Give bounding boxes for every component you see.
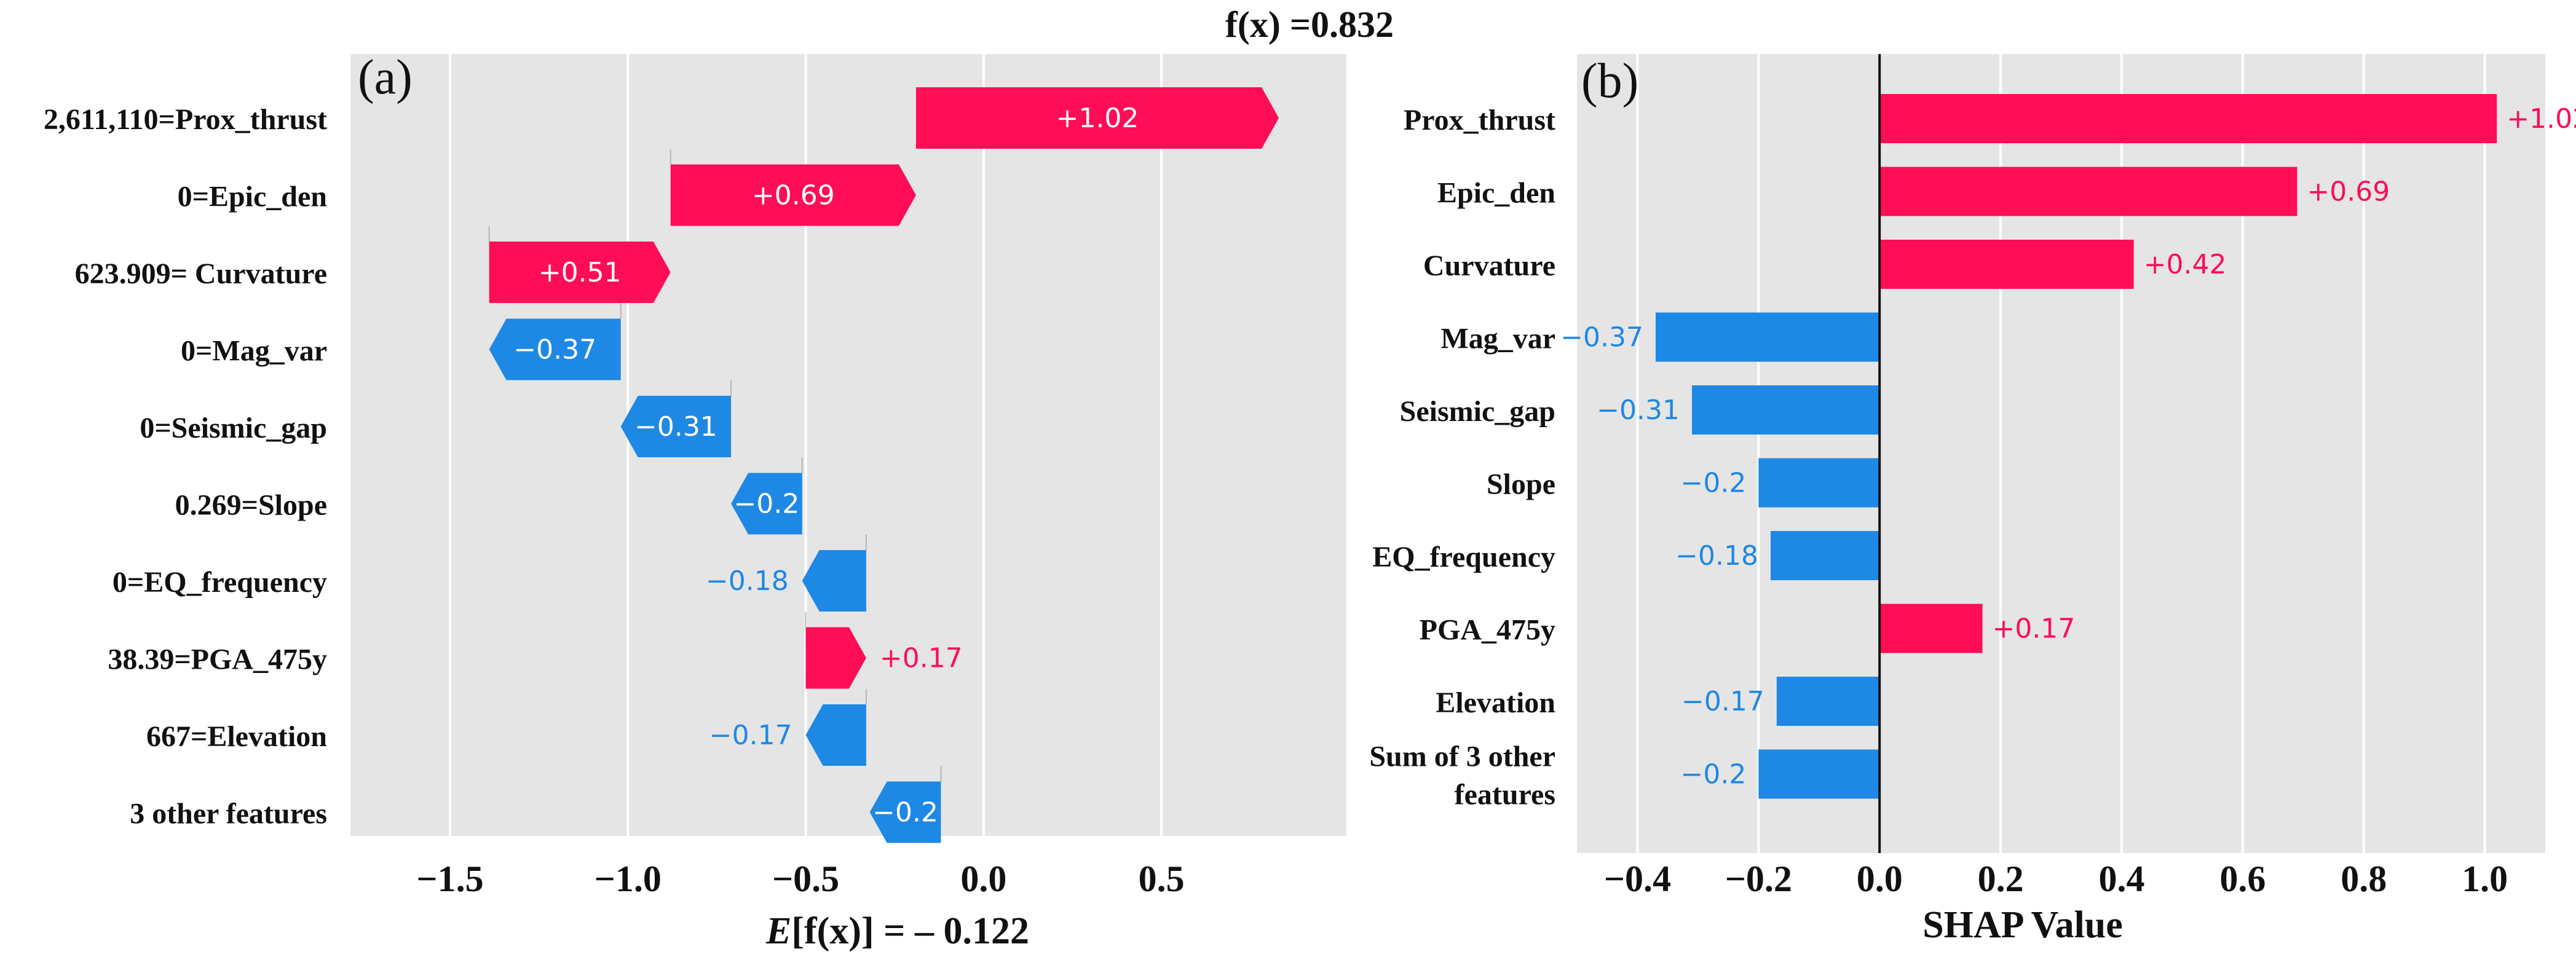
panel-a-bar-negative xyxy=(489,318,621,380)
panel-b-feature-label: Sum of 3 other features xyxy=(1369,741,1555,811)
panel-a-feature-label: 3 other features xyxy=(130,798,327,830)
panel-a-feature-label: 0=Epic_den xyxy=(178,181,327,213)
panel-b-x-tick-label: 0.0 xyxy=(1857,859,1903,899)
panel-a: +1.02 +0.69 +0.51 −0.37 −0.31 −0.2 −0.18 +0.17 −… xyxy=(44,4,1394,952)
panel-b-tag: (b) xyxy=(1581,54,1638,108)
panel-b-x-tick-label: 0.2 xyxy=(1978,859,2024,899)
panel-b-bar-negative xyxy=(1758,458,1880,508)
panel-b-bar-negative xyxy=(1692,385,1880,435)
panel-a-feature-labels: 2,611,110=Prox_thrust 0=Epic_den 623.909= … xyxy=(44,103,327,830)
panel-a-bar-negative xyxy=(731,473,802,535)
panel-a-value-label: +0.69 xyxy=(752,180,835,211)
panel-a-value-label: −0.2 xyxy=(872,797,938,828)
panel-a-value-label: −0.31 xyxy=(634,411,717,443)
panel-a-value-label: −0.2 xyxy=(734,489,800,520)
panel-b-value-label: −0.17 xyxy=(1681,686,1764,717)
panel-b-feature-label: Elevation xyxy=(1436,687,1555,719)
panel-a-bar-positive xyxy=(915,87,1279,149)
panel-a-value-label: −0.17 xyxy=(709,720,792,751)
panel-b-bars: +1.02 +0.69 +0.42 −0.37 −0.31 −0.2 −0.18 +0.17 −… xyxy=(1560,54,2576,853)
panel-a-value-label: +1.02 xyxy=(1056,103,1139,134)
panel-b: +1.02 +0.69 +0.42 −0.37 −0.31 −0.2 −0.18 +0.17 −… xyxy=(1369,54,2576,946)
panel-b-value-label: −0.2 xyxy=(1680,468,1746,499)
panel-b-value-label: +0.42 xyxy=(2144,249,2227,280)
panel-b-x-tick-label: 1.0 xyxy=(2462,859,2508,899)
panel-b-x-tick-label: −0.2 xyxy=(1725,859,1792,899)
panel-a-feature-label: 38.39=PGA_475y xyxy=(108,643,327,676)
panel-b-value-label: +1.02 xyxy=(2507,103,2576,135)
panel-a-x-tick-label: 0.0 xyxy=(960,859,1006,899)
panel-a-bar-positive xyxy=(670,164,916,226)
panel-b-feature-label: EQ_frequency xyxy=(1372,541,1555,573)
panel-b-x-tick-label: 0.8 xyxy=(2341,859,2387,899)
panel-a-feature-label: 2,611,110=Prox_thrust xyxy=(44,103,327,136)
panel-b-value-label: −0.37 xyxy=(1560,322,1643,353)
panel-b-feature-labels: Prox_thrust Epic_den Curvature Mag_var Seism… xyxy=(1369,104,1555,811)
panel-b-value-label: −0.31 xyxy=(1597,395,1680,426)
panel-b-value-label: −0.2 xyxy=(1680,759,1746,790)
panel-b-feature-label: Seismic_gap xyxy=(1400,395,1555,428)
panel-b-feature-label: Slope xyxy=(1487,468,1555,501)
panel-a-value-label: −0.18 xyxy=(706,565,789,597)
panel-b-x-tick-label: 0.6 xyxy=(2219,859,2266,899)
panel-b-feature-label: PGA_475y xyxy=(1420,614,1555,647)
panel-a-bar-negative xyxy=(869,781,941,843)
panel-a-x-tick-label: 0.5 xyxy=(1139,859,1185,899)
panel-b-x-axis-label: SHAP Value xyxy=(1922,904,2123,946)
panel-b-value-label: +0.69 xyxy=(2307,176,2390,208)
panel-a-bar-negative xyxy=(802,550,866,612)
panel-a-bar-positive xyxy=(805,627,866,689)
panel-b-value-label: −0.18 xyxy=(1675,540,1758,572)
panel-b-feature-label: Epic_den xyxy=(1437,177,1555,210)
panel-a-feature-label: 0=Mag_var xyxy=(181,335,327,368)
panel-b-bar-positive xyxy=(1879,240,2134,289)
panel-b-x-ticks: −0.4 −0.2 0.0 0.2 0.4 0.6 0.8 1.0 xyxy=(1604,859,2508,899)
panel-a-bar-negative xyxy=(620,396,732,457)
panel-b-bar-negative xyxy=(1758,749,1880,799)
panel-a-x-axis-label: E[f(x)] = – 0.122 xyxy=(765,910,1029,952)
panel-a-x-tick-label: −1.5 xyxy=(416,859,483,899)
panel-b-value-label: +0.17 xyxy=(1993,613,2076,645)
panel-a-bar-negative xyxy=(805,704,866,766)
panel-a-bar-positive xyxy=(489,242,671,303)
panel-a-x-tick-label: −0.5 xyxy=(772,859,839,899)
panel-b-x-tick-label: 0.4 xyxy=(2098,859,2144,899)
panel-a-bars: +1.02 +0.69 +0.51 −0.37 −0.31 −0.2 −0.18 +0.17 −… xyxy=(488,87,1279,843)
panel-b-bar-positive xyxy=(1879,167,2297,216)
panel-a-feature-label: 0.269=Slope xyxy=(175,489,327,522)
panel-b-bar-negative xyxy=(1771,531,1880,580)
panel-a-feature-label: 623.909= Curvature xyxy=(75,258,327,290)
panel-a-value-label: +0.51 xyxy=(539,257,622,288)
panel-b-bar-positive xyxy=(1879,94,2497,143)
panel-a-x-ticks: −1.5 −1.0 −0.5 0.0 0.5 xyxy=(416,859,1184,899)
panel-a-feature-label: 0=EQ_frequency xyxy=(113,566,327,599)
panel-b-bar-negative xyxy=(1776,677,1880,726)
panel-b-x-tick-label: −0.4 xyxy=(1604,859,1671,899)
panel-a-top-label: f(x) =0.832 xyxy=(1225,4,1394,45)
panel-a-tag: (a) xyxy=(358,50,413,104)
panel-b-bar-positive xyxy=(1879,604,1983,653)
panel-b-feature-label: Mag_var xyxy=(1440,323,1555,355)
panel-a-feature-label: 0=Seismic_gap xyxy=(140,412,327,444)
panel-a-feature-label: 667=Elevation xyxy=(146,720,327,753)
panel-b-bar-negative xyxy=(1655,312,1880,362)
panel-a-x-tick-label: −1.0 xyxy=(595,859,662,899)
panel-b-feature-label: Prox_thrust xyxy=(1404,104,1555,136)
panel-a-value-label: +0.17 xyxy=(880,643,963,674)
panel-a-value-label: −0.37 xyxy=(513,334,596,366)
panel-b-feature-label: Curvature xyxy=(1423,250,1555,282)
